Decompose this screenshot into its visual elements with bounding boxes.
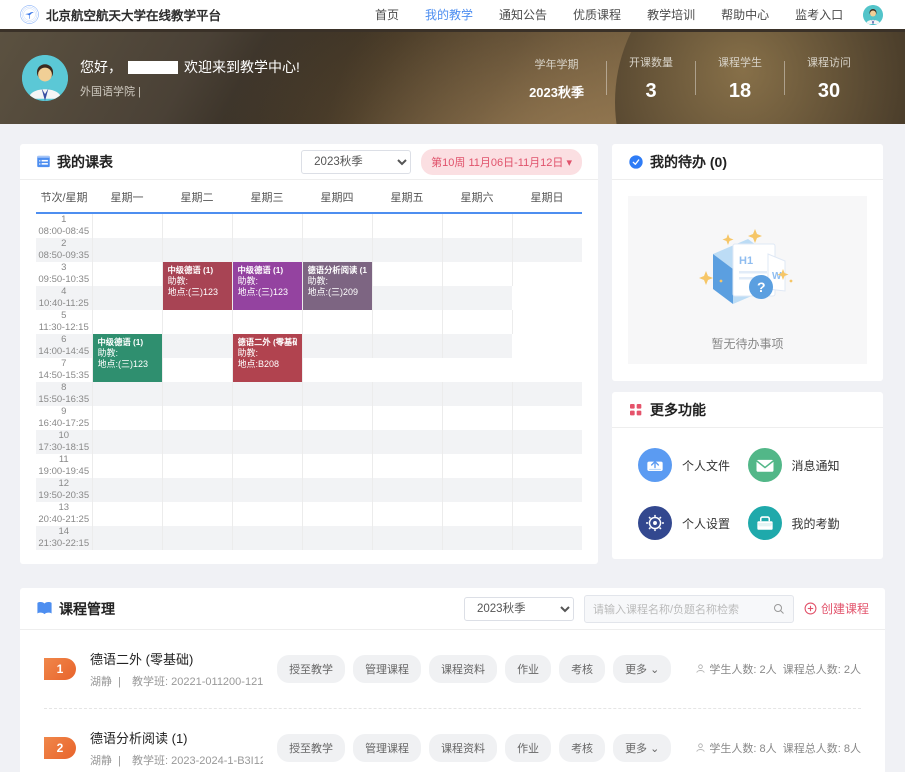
svg-text:?: ? [757, 279, 766, 295]
svg-text:H1: H1 [739, 255, 753, 267]
svg-text:W: W [772, 271, 782, 282]
